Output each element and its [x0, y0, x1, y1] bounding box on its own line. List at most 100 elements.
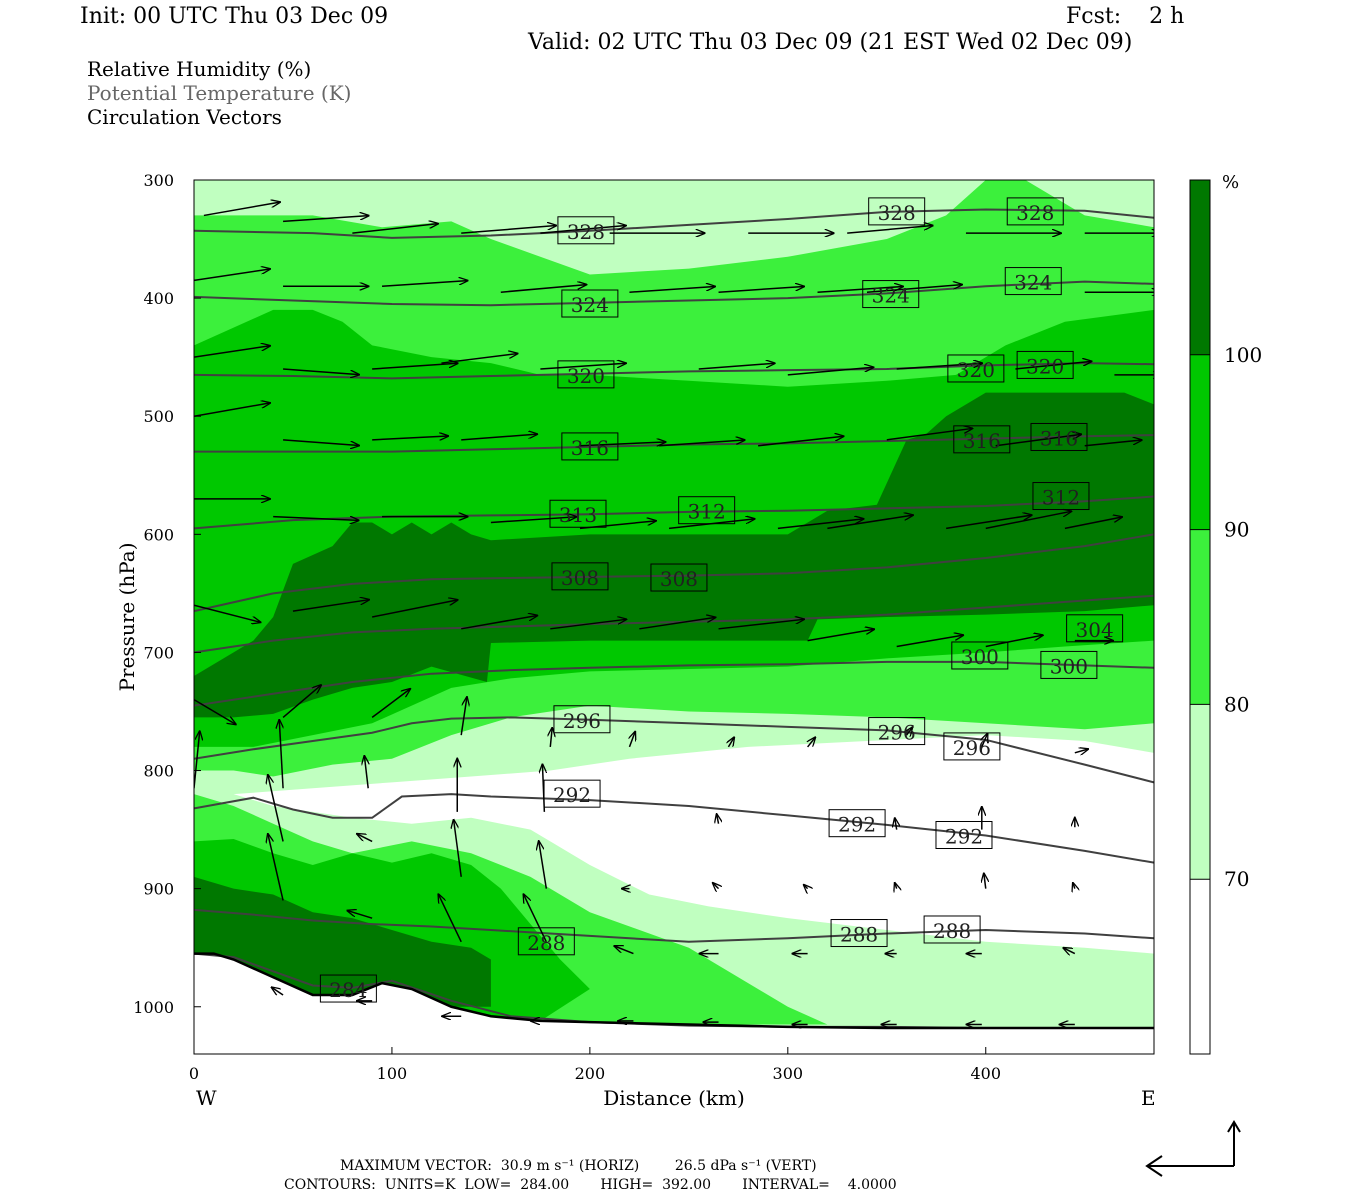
theta-label-box	[561, 289, 619, 318]
circulation-vector	[1064, 517, 1122, 530]
circulation-vector	[372, 436, 448, 441]
circulation-vector	[639, 617, 715, 630]
circulation-vector	[292, 600, 369, 612]
colorbar-label: 70	[1224, 867, 1249, 891]
circulation-vector	[461, 616, 537, 630]
circulation-vector	[441, 354, 517, 364]
rh-band-100-plus	[194, 392, 1154, 718]
theta-label-box	[868, 717, 926, 746]
theta-label-text: 296	[953, 736, 991, 760]
circulation-vector	[364, 756, 368, 789]
theta-label-292: 292	[543, 779, 601, 808]
theta-label-328: 328	[1006, 197, 1064, 226]
theta-label-text: 308	[660, 567, 698, 591]
theta-label-text: 292	[945, 825, 983, 849]
valid-time: Valid: 02 UTC Thu 03 Dec 09 (21 EST Wed …	[528, 30, 1133, 55]
theta-label-text: 284	[329, 978, 367, 1002]
colorbar-segment	[1190, 704, 1210, 880]
circulation-vector	[272, 987, 284, 995]
theta-label-296: 296	[553, 705, 611, 734]
legend-circulation-vectors: Circulation Vectors	[87, 105, 282, 129]
circulation-vector	[896, 635, 964, 648]
theta-label-box	[953, 425, 1011, 454]
rh-dry-region	[233, 735, 1154, 954]
theta-contour-324	[194, 280, 1154, 307]
circulation-vector	[614, 946, 634, 955]
theta-contour-288	[194, 908, 1154, 943]
theta-label-text: 324	[571, 293, 609, 317]
theta-label-328: 328	[868, 197, 926, 226]
x-tick-label: 0	[189, 1064, 199, 1083]
circulation-vector	[1074, 749, 1088, 753]
circulation-vector	[279, 720, 284, 789]
legend-relative-humidity: Relative Humidity (%)	[87, 57, 312, 81]
colorbar-label: 90	[1224, 518, 1249, 542]
theta-label-box	[1004, 267, 1062, 296]
theta-label-text: 312	[1042, 486, 1080, 510]
theta-label-text: 313	[559, 503, 597, 527]
theta-label-text: 320	[1026, 354, 1064, 378]
circulation-vector	[1063, 948, 1076, 954]
colorbar-label: 100	[1224, 343, 1262, 367]
theta-label-text: 300	[1050, 654, 1088, 678]
theta-label-text: 288	[933, 919, 971, 943]
circulation-vector	[194, 403, 270, 417]
circulation-vector	[381, 281, 468, 288]
theta-label-text: 300	[961, 645, 999, 669]
theta-label-box	[551, 562, 609, 591]
theta-label-box	[868, 197, 926, 226]
circulation-vectors	[194, 202, 1154, 1024]
theta-label-box	[557, 360, 615, 389]
x-axis-title: Distance (km)	[603, 1086, 745, 1110]
circulation-vector	[194, 346, 270, 358]
forecast-hour: Fcst: 2 h	[1066, 4, 1185, 29]
circulation-vector	[907, 728, 913, 736]
circulation-vector	[629, 287, 715, 293]
theta-label-box	[650, 563, 708, 592]
theta-label-text: 288	[527, 931, 565, 955]
circulation-vector	[886, 428, 973, 441]
circulation-vector	[659, 440, 745, 447]
max-vector-info: MAXIMUM VECTOR: 30.9 m s⁻¹ (HORIZ) 26.5 …	[340, 1158, 817, 1174]
circulation-vector	[194, 269, 270, 282]
circulation-vector	[539, 841, 548, 889]
circulation-vector	[461, 226, 556, 234]
circulation-vector	[283, 368, 359, 375]
circulation-vector	[808, 737, 816, 748]
circulation-vector	[777, 519, 864, 530]
circulation-vector	[347, 911, 373, 919]
axes: 300 400 500 600 700 800 900 1000 0 100 200 300 400	[133, 171, 1001, 1083]
theta-label-304: 304	[1066, 614, 1124, 643]
colorbar-segment	[1190, 180, 1210, 355]
theta-label-text: 328	[567, 220, 605, 244]
theta-label-308: 308	[650, 563, 708, 592]
theta-label-text: 324	[872, 284, 910, 308]
y-tick-label: 300	[143, 171, 174, 190]
theta-label-text: 316	[963, 429, 1001, 453]
theta-label-text: 320	[957, 358, 995, 382]
theta-contour-300	[194, 660, 1154, 707]
theta-label-box	[1032, 482, 1090, 511]
circulation-vector	[194, 731, 200, 789]
theta-label-box	[1030, 422, 1088, 451]
theta-label-324: 324	[1004, 267, 1062, 296]
circulation-vector	[718, 619, 805, 630]
terrain-surface-line	[194, 952, 1154, 1030]
circulation-vector	[896, 363, 983, 370]
rh-colorbar: 100 90 80 70	[1189, 179, 1262, 1055]
theta-label-box	[678, 496, 736, 525]
circulation-vector	[982, 734, 988, 748]
circulation-vector	[895, 818, 897, 830]
theta-label-320: 320	[947, 354, 1005, 383]
theta-label-text: 328	[1016, 201, 1054, 225]
theta-contour-labels: 328 328 328 324 324 324 320 320 320 316 316 316 313 3…	[319, 197, 1124, 1003]
circulation-vector	[1015, 361, 1091, 370]
theta-label-308: 308	[551, 562, 609, 591]
theta-label-box	[561, 432, 619, 461]
circulation-vector	[352, 224, 438, 234]
circulation-vector	[718, 287, 805, 293]
theta-label-box	[951, 641, 1009, 670]
circulation-vector	[524, 894, 548, 943]
theta-label-320: 320	[1016, 350, 1074, 379]
theta-label-316: 316	[561, 432, 619, 461]
